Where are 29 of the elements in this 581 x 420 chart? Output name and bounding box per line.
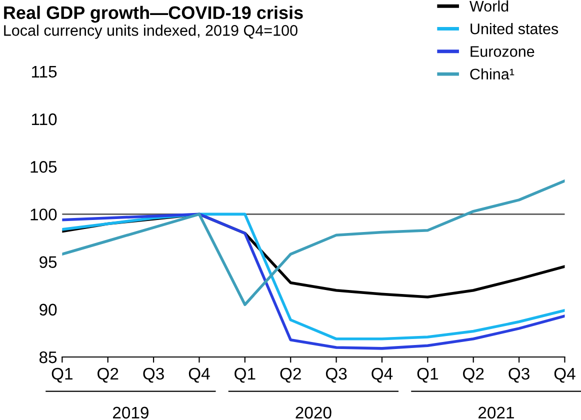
x-tick-label: Q4: [188, 368, 210, 383]
legend-label: World: [470, 0, 508, 12]
y-tick-label: 110: [32, 113, 57, 126]
line-series: [62, 179, 565, 306]
y-tick-label: 90: [40, 304, 57, 316]
chart-subtitle: Local currency units indexed, 2019 Q4=100: [4, 24, 298, 39]
x-tick-label: Q1: [417, 368, 438, 383]
y-tick-label: 105: [30, 161, 57, 173]
legend-label: China¹: [470, 68, 514, 80]
x-tick-label: Q2: [463, 368, 484, 383]
x-tick-label: Q2: [98, 368, 118, 383]
y-tick-label: 100: [30, 208, 57, 220]
x-tick-label: Q1: [52, 368, 72, 383]
x-tick-label: Q3: [508, 368, 530, 383]
x-tick-label: Q2: [280, 368, 301, 383]
x-tick-label: Q3: [326, 368, 347, 383]
x-tick-label: Q1: [234, 368, 256, 383]
x-tick-label: Q4: [372, 368, 393, 383]
text: 2019: [113, 406, 148, 419]
legend-label: Eurozone: [470, 46, 534, 57]
x-tick-label: Q3: [143, 368, 164, 383]
y-tick-label: 85: [39, 351, 57, 364]
chart-title: Real GDP growth—COVID-19 crisis: [4, 6, 303, 23]
y-tick-label: 95: [40, 256, 57, 268]
x-tick-label: Q4: [554, 368, 576, 383]
text: 2020: [296, 406, 332, 419]
y-tick-label: 115: [32, 66, 57, 78]
legend-label: United states: [470, 23, 558, 34]
text: 2021: [478, 406, 514, 419]
